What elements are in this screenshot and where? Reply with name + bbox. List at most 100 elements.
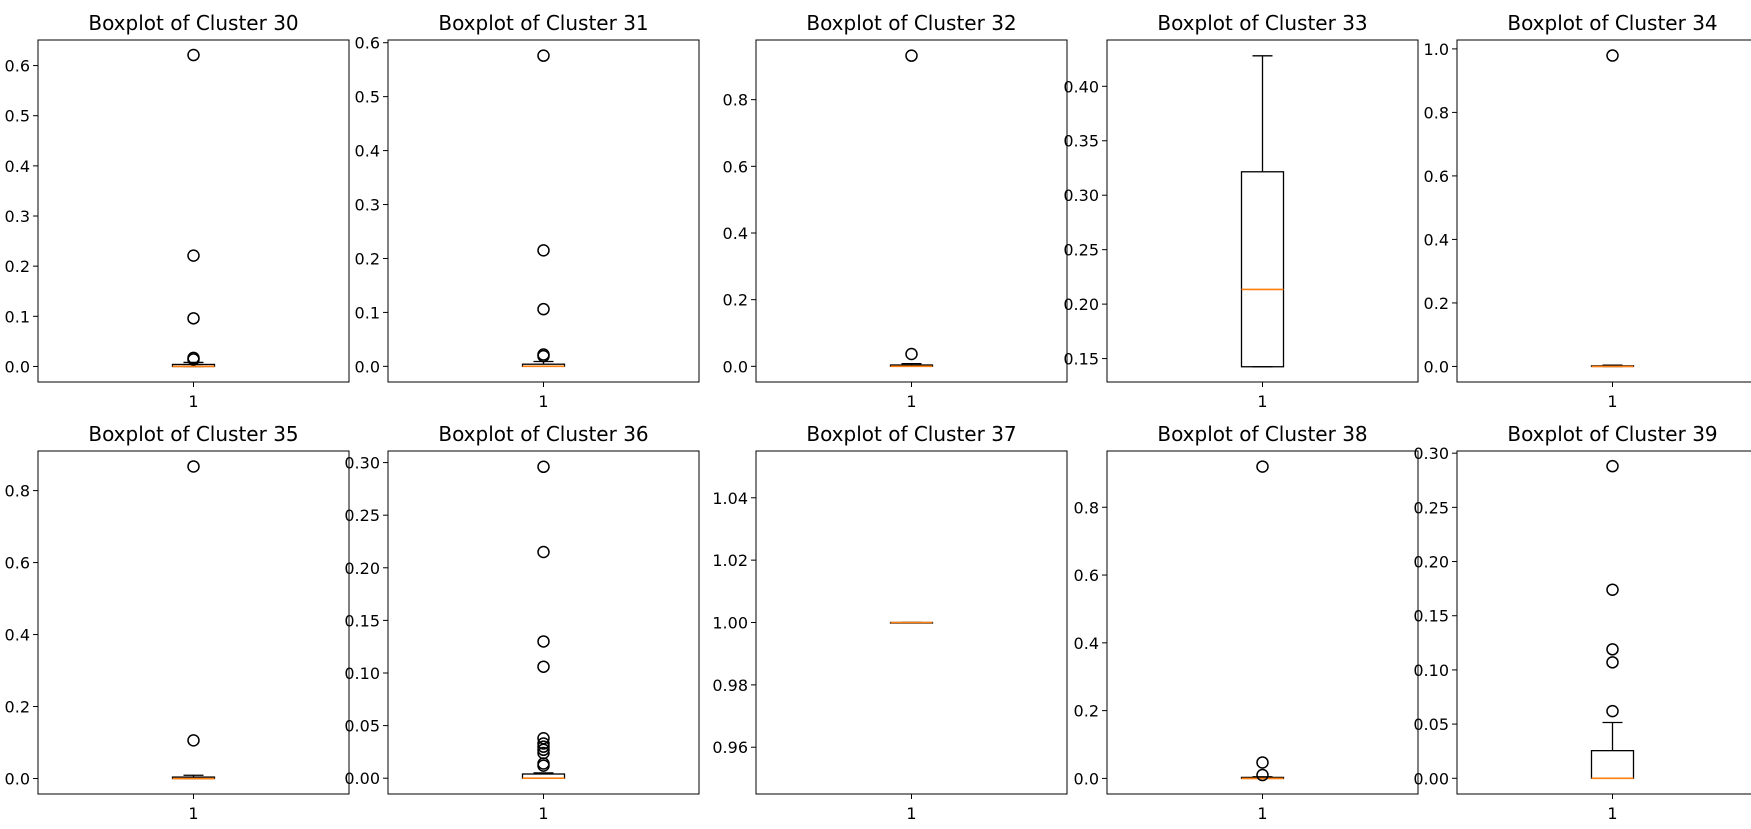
y-tick-label: 0.15 <box>344 611 380 630</box>
chart-panel: Boxplot of Cluster 33 0.15 0.20 0.25 0.30 0.3… <box>1063 11 1419 411</box>
x-tick-label: 1 <box>1607 392 1617 411</box>
x-tick-label: 1 <box>1257 804 1267 823</box>
y-tick-label: 0.4 <box>355 142 380 161</box>
y-tick-label: 0.40 <box>1063 77 1099 96</box>
outlier-point <box>537 635 550 648</box>
y-tick-label: 1.00 <box>712 614 748 633</box>
outlier-point <box>537 740 550 753</box>
x-tick-label: 1 <box>1607 804 1617 823</box>
outlier-point <box>537 349 550 363</box>
y-tick-label: 1.02 <box>712 551 748 570</box>
y-tick-label: 0.2 <box>5 698 30 717</box>
outlier-point <box>1606 643 1619 656</box>
y-tick-label: 0.0 <box>723 357 748 376</box>
y-tick-label: 0.20 <box>1413 553 1449 572</box>
chart-title: Boxplot of Cluster 30 <box>88 11 298 35</box>
y-tick-label: 0.6 <box>1074 566 1099 585</box>
x-tick-label: 1 <box>1257 392 1267 411</box>
chart-panel: Boxplot of Cluster 39 0.00 0.05 0.10 0.15 0.2… <box>1413 422 1751 823</box>
chart-title: Boxplot of Cluster 36 <box>438 422 648 446</box>
y-tick-label: 0.0 <box>355 357 380 376</box>
y-tick-label: 0.10 <box>1413 661 1449 680</box>
chart-title: Boxplot of Cluster 35 <box>88 422 298 446</box>
axes-frame <box>1106 39 1419 383</box>
outlier-point <box>537 759 550 772</box>
y-tick-label: 0.1 <box>355 303 380 322</box>
y-tick-label: 0.6 <box>1424 167 1449 186</box>
y-tick-label: 0.20 <box>344 559 380 578</box>
y-tick-label: 1.04 <box>712 489 748 508</box>
chart-panel: Boxplot of Cluster 35 0.0 0.2 0.4 0.6 0.8 1 <box>5 422 350 823</box>
outlier-point <box>187 734 200 747</box>
x-tick-label: 1 <box>906 804 916 823</box>
iqr-box <box>1590 750 1635 779</box>
chart-panel: Boxplot of Cluster 32 0.0 0.2 0.4 0.6 0.8 1 <box>723 11 1068 411</box>
y-tick-label: 0.2 <box>5 257 30 276</box>
chart-title: Boxplot of Cluster 39 <box>1507 422 1717 446</box>
y-tick-label: 0.1 <box>5 307 30 326</box>
outlier-point <box>1256 768 1269 782</box>
outlier-point <box>537 545 550 559</box>
y-tick-label: 0.25 <box>344 506 380 525</box>
chart-panel: Boxplot of Cluster 38 0.0 0.2 0.4 0.6 0.8 1 <box>1074 422 1419 823</box>
outlier-point <box>905 347 918 361</box>
outlier-point <box>537 302 550 316</box>
y-tick-label: 0.4 <box>5 157 30 176</box>
y-tick-label: 0.10 <box>344 664 380 683</box>
y-tick-label: 0.5 <box>5 107 30 126</box>
y-tick-label: 0.3 <box>5 207 30 226</box>
y-tick-label: 0.8 <box>723 91 748 110</box>
y-tick-label: 0.4 <box>1074 634 1099 653</box>
y-tick-label: 0.3 <box>355 196 380 215</box>
axes-frame <box>1106 450 1419 795</box>
axes-frame <box>387 39 700 383</box>
y-tick-label: 0.4 <box>1424 230 1449 249</box>
outlier-point <box>1256 460 1269 473</box>
outlier-point <box>537 49 550 62</box>
y-tick-label: 0.96 <box>712 738 748 757</box>
iqr-box <box>1240 171 1285 368</box>
outlier-point <box>905 49 918 62</box>
x-tick-label: 1 <box>188 804 198 823</box>
y-tick-label: 0.6 <box>355 34 380 53</box>
y-tick-label: 0.0 <box>1424 357 1449 376</box>
outlier-point <box>187 353 200 366</box>
y-tick-label: 0.25 <box>1063 241 1099 260</box>
outlier-point <box>187 249 200 262</box>
outlier-point <box>1606 459 1619 473</box>
y-tick-label: 0.0 <box>1074 769 1099 788</box>
y-tick-label: 0.2 <box>1424 294 1449 313</box>
x-tick-label: 1 <box>538 392 548 411</box>
outlier-point <box>537 743 550 757</box>
outlier-point <box>1606 656 1619 669</box>
x-tick-label: 1 <box>906 392 916 411</box>
outlier-point <box>1606 704 1619 718</box>
outlier-point <box>537 660 550 673</box>
axes-frame <box>1456 39 1751 383</box>
outlier-point <box>537 460 550 474</box>
outlier-point <box>1606 49 1619 62</box>
y-tick-label: 0.30 <box>1413 444 1449 463</box>
y-tick-label: 0.35 <box>1063 132 1099 151</box>
axes-frame <box>1456 450 1751 795</box>
y-tick-label: 0.2 <box>723 291 748 310</box>
outlier-point <box>187 48 200 62</box>
x-tick-label: 1 <box>538 804 548 823</box>
axes-frame <box>387 450 700 795</box>
chart-panel: Boxplot of Cluster 37 0.96 0.98 1.00 1.02 1.0… <box>712 422 1068 823</box>
y-tick-label: 0.05 <box>1413 715 1449 734</box>
y-tick-label: 0.4 <box>5 626 30 645</box>
y-tick-label: 0.6 <box>5 554 30 573</box>
chart-title: Boxplot of Cluster 34 <box>1507 11 1717 35</box>
axes-frame <box>755 39 1068 383</box>
y-tick-label: 0.6 <box>723 157 748 176</box>
axes-frame <box>37 39 350 383</box>
y-tick-label: 0.2 <box>1074 702 1099 721</box>
outlier-point <box>1606 583 1619 596</box>
outlier-point <box>187 312 200 325</box>
chart-panel: Boxplot of Cluster 36 0.00 0.05 0.10 0.15 0.2… <box>344 422 700 823</box>
y-tick-label: 0.25 <box>1413 498 1449 517</box>
y-tick-label: 0.0 <box>5 357 30 376</box>
chart-panel: Boxplot of Cluster 30 0.0 0.1 0.2 0.3 0.4 0.5 0… <box>5 11 350 411</box>
